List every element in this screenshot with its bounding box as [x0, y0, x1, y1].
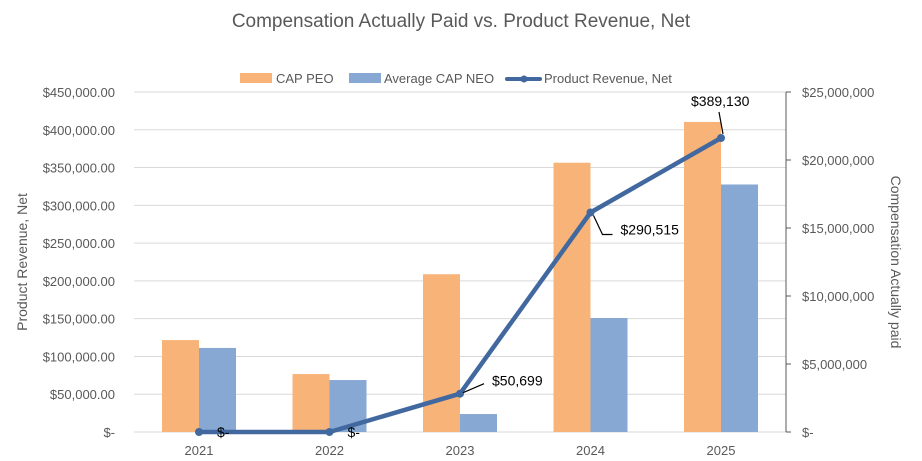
x-tick-label: 2025 [707, 443, 736, 458]
bar-cap-peo [162, 340, 199, 432]
legend-label-avg-cap-neo: Average CAP NEO [384, 71, 494, 86]
revenue-point [717, 133, 725, 142]
x-tick-label: 2023 [446, 443, 475, 458]
revenue-data-label: $- [217, 424, 230, 440]
left-axis-title: Product Revenue, Net [14, 193, 30, 331]
right-tick-label: $5,000,000 [802, 357, 867, 372]
revenue-point [325, 428, 334, 436]
bar-cap-peo [553, 162, 591, 432]
left-tick-label: $250,000.00 [43, 236, 115, 251]
right-tick-label: $25,000,000 [802, 85, 874, 100]
revenue-point [195, 428, 203, 436]
legend: CAP PEO Average CAP NEO Product Revenue,… [240, 71, 672, 86]
revenue-point [456, 389, 464, 398]
bar-avg-cap-neo [199, 347, 236, 432]
left-tick-label: $50,000.00 [50, 387, 115, 402]
x-tick-label: 2021 [185, 443, 214, 458]
bar-cap-peo [292, 374, 330, 432]
data-label-leader [718, 111, 724, 135]
left-tick-label: $400,000.00 [43, 123, 115, 138]
legend-marker-revenue [520, 75, 528, 83]
right-tick-label: $10,000,000 [802, 289, 874, 304]
legend-label-revenue: Product Revenue, Net [544, 71, 672, 86]
x-tick-label: 2024 [576, 443, 605, 458]
legend-swatch-avg-cap-neo [349, 73, 381, 83]
chart-title: Compensation Actually Paid vs. Product R… [232, 11, 691, 32]
right-tick-label: $15,000,000 [802, 221, 874, 236]
left-tick-label: $450,000.00 [43, 85, 115, 100]
revenue-data-label: $389,130 [691, 93, 750, 109]
bar-avg-cap-neo [460, 414, 497, 432]
left-tick-label: $150,000.00 [43, 312, 115, 327]
revenue-data-label: $50,699 [492, 373, 543, 389]
revenue-data-label: $- [348, 424, 361, 440]
bar-cap-peo [684, 121, 721, 433]
legend-label-cap-peo: CAP PEO [276, 71, 334, 86]
bar-avg-cap-neo [590, 318, 628, 432]
left-tick-label: $- [103, 425, 115, 440]
left-tick-label: $300,000.00 [43, 198, 115, 213]
left-tick-label: $200,000.00 [43, 274, 115, 289]
data-label-leader [462, 383, 485, 394]
x-tick-label: 2022 [315, 443, 344, 458]
right-tick-label: $- [802, 425, 814, 440]
left-tick-label: $100,000.00 [43, 349, 115, 364]
bar-avg-cap-neo [721, 184, 758, 432]
legend-swatch-cap-peo [240, 73, 272, 83]
right-axis-title: Compensation Actually paid [888, 176, 904, 349]
revenue-point [586, 208, 595, 217]
left-tick-label: $350,000.00 [43, 161, 115, 176]
right-tick-label: $20,000,000 [802, 153, 874, 168]
bar-cap-peo [423, 274, 460, 432]
data-label-leader [592, 215, 613, 236]
revenue-data-label: $290,515 [621, 221, 680, 237]
